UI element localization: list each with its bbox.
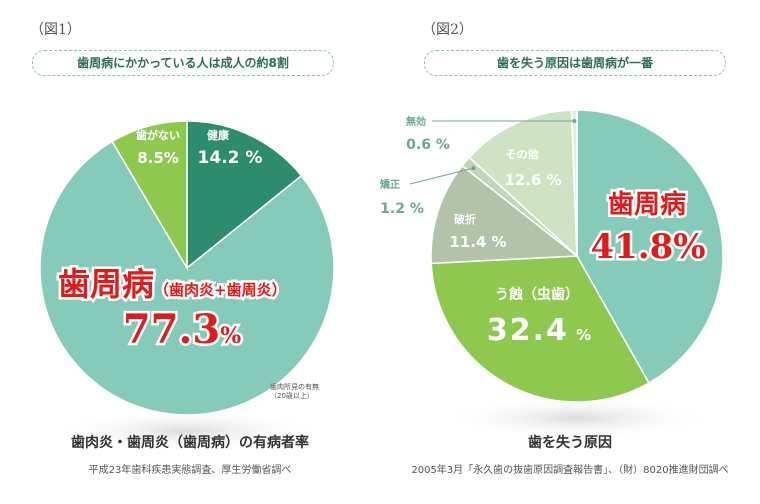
fig2-slice-5 [570,109,578,257]
fig1-slice-1-value: 77.3% [123,306,241,353]
fig1-slice-0-label: 健康 [207,128,230,142]
fig1-slice-1-sublabel: （歯肉炎+歯周炎） [154,281,287,299]
fig1-note-line1: 歯肉所見の有無 [270,382,319,391]
fig1-slice-0 [186,120,303,270]
figure2-source: 2005年3月「永久歯の抜歯原因調査報告書」、（財）8020推進財団調べ [411,465,729,476]
figure1-label: （図1） [30,22,81,38]
figure2-caption: 歯を失う原因 [528,435,612,451]
fig1-slice-2-label: 歯がない [136,128,180,142]
fig1-slice-2-value: 8.5% [137,149,179,167]
fig1-slice-2 [111,120,188,271]
fig2-slice-1 [430,255,650,403]
fig1-note-line2: （20歳以上） [270,391,314,400]
fig2-slice-0-value: 41.8% [590,227,705,267]
fig2-slice-1-unit: % [569,326,593,344]
fig1-slice-1-unit: % [220,323,241,349]
fig2-slice-3-label: 矯正 [379,178,400,191]
fig1-slice-1 [39,140,335,416]
fig2-slice-3-leader [409,167,474,185]
fig2-slice-0-label: 歯周病 [608,190,686,220]
figure2-label: （図2） [422,22,473,38]
fig2-slice-1-label: う蝕（虫歯） [495,286,579,303]
fig1-slice-1-label: 歯周病（歯肉炎+歯周炎） [58,265,287,303]
fig1-shadow [47,409,327,453]
fig1-slice-0-value: 14.2 % [198,148,263,168]
fig2-slice-5-value: 0.6 % [406,137,450,153]
fig2-shadow [438,396,716,440]
fig2-slice-0 [576,109,724,385]
figure2-subtitle: 歯を失う原因は歯周病が一番 [424,50,726,76]
figure1-source: 平成23年歯科疾患実態調査、厚生労働省調べ [88,465,292,476]
fig2-slice-4-label: その他 [506,147,539,161]
figure1-caption: 歯肉炎・歯周炎（歯周病）の有病者率 [71,435,309,451]
fig2-slice-5-label: 無効 [406,115,426,128]
fig2-slice-2-value: 11.4 % [449,233,506,251]
fig2-slice-3-leader-dot [471,166,476,171]
figure1-subtitle: 歯周病にかかっている人は成人の約8割 [32,50,334,76]
fig2-slice-5-leader-dot [572,119,577,123]
fig2-slice-2 [430,164,580,265]
fig2-slice-4 [468,109,578,258]
fig2-slice-2-label: 破折 [454,212,476,226]
fig2-slice-3-value: 1.2 % [380,201,424,217]
fig2-slice-4-value: 12.6 % [504,171,561,189]
